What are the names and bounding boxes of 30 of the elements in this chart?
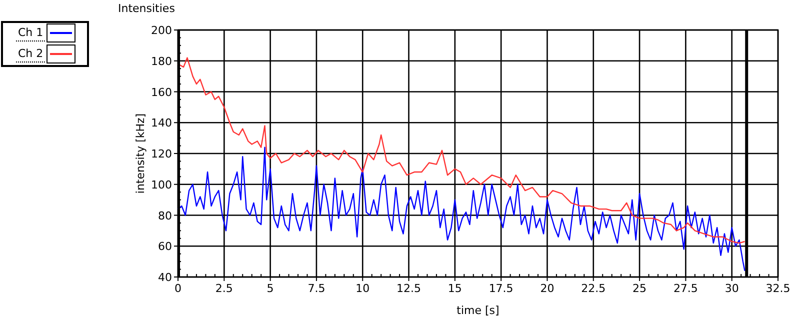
y-tick-label: 120 — [151, 148, 172, 160]
x-tick-label: 7.5 — [308, 282, 326, 295]
y-tick-label: 40 — [158, 271, 172, 284]
x-tick-label: 25 — [632, 282, 647, 295]
x-axis-title: time [s] — [456, 304, 500, 317]
y-tick-label: 200 — [151, 24, 172, 37]
line-series — [177, 57, 746, 244]
y-tick-label: 140 — [151, 116, 172, 130]
y-tick-label: 180 — [151, 54, 172, 68]
y-tick-label: 100 — [151, 178, 172, 192]
x-tick-label: 22.5 — [581, 282, 606, 295]
y-tick-label: 60 — [158, 240, 172, 254]
x-tick-label: 17.5 — [488, 282, 514, 295]
legend-label: Ch 2 — [18, 47, 44, 60]
x-tick-label: 30 — [724, 282, 739, 295]
x-tick-label: 5 — [266, 282, 274, 295]
x-tick-label: 20 — [540, 282, 554, 295]
legend-label: Ch 1 — [18, 26, 44, 39]
y-axis-title: intensity [kHz] — [134, 113, 147, 194]
x-tick-label: 0 — [174, 282, 182, 295]
y-tick-label: 160 — [151, 86, 172, 99]
x-tick-label: 12.5 — [396, 282, 422, 295]
line-series — [177, 146, 746, 272]
x-tick-label: 10 — [356, 282, 370, 295]
x-tick-label: 32.5 — [766, 282, 790, 295]
x-tick-label: 27.5 — [673, 282, 698, 295]
y-tick-label: 80 — [158, 209, 172, 222]
x-tick-label: 15 — [448, 282, 462, 295]
chart-title: Intensities — [118, 2, 176, 15]
x-tick-label: 2.5 — [215, 282, 233, 295]
